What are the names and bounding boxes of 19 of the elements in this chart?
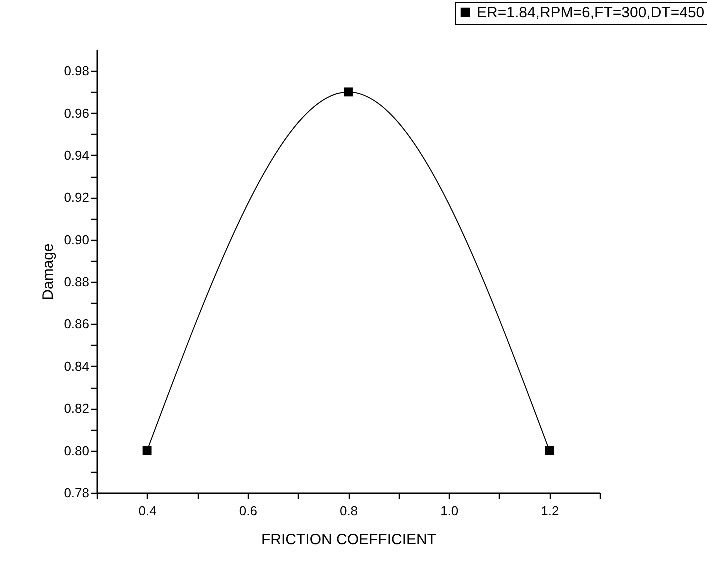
y-tick-label: 0.92 xyxy=(64,190,90,206)
x-axis-title: FRICTION COEFFICIENT xyxy=(262,532,436,548)
x-tick-label: 1.0 xyxy=(440,504,459,518)
y-tick-label: 0.78 xyxy=(64,486,90,500)
x-tick-label: 0.8 xyxy=(340,504,358,518)
y-tick-label: 0.94 xyxy=(64,148,90,163)
y-tick-label: 0.90 xyxy=(64,232,90,248)
y-tick-label: 0.98 xyxy=(64,64,90,79)
y-tick-label: 0.82 xyxy=(64,401,90,416)
x-tick-label: 0.4 xyxy=(138,504,157,518)
y-tick-label: 0.96 xyxy=(64,106,90,121)
y-tick-label: 0.84 xyxy=(64,358,90,374)
y-tick-label: 0.88 xyxy=(64,274,90,290)
legend-label: ER=1.84,RPM=6,FT=300,DT=450 xyxy=(477,4,705,22)
y-tick-label: 0.80 xyxy=(64,443,90,458)
x-tick-label: 1.2 xyxy=(541,504,560,518)
y-tick-label: 0.86 xyxy=(64,316,90,332)
x-tick-label: 0.6 xyxy=(239,504,258,518)
y-axis-title: Damage xyxy=(40,244,58,300)
